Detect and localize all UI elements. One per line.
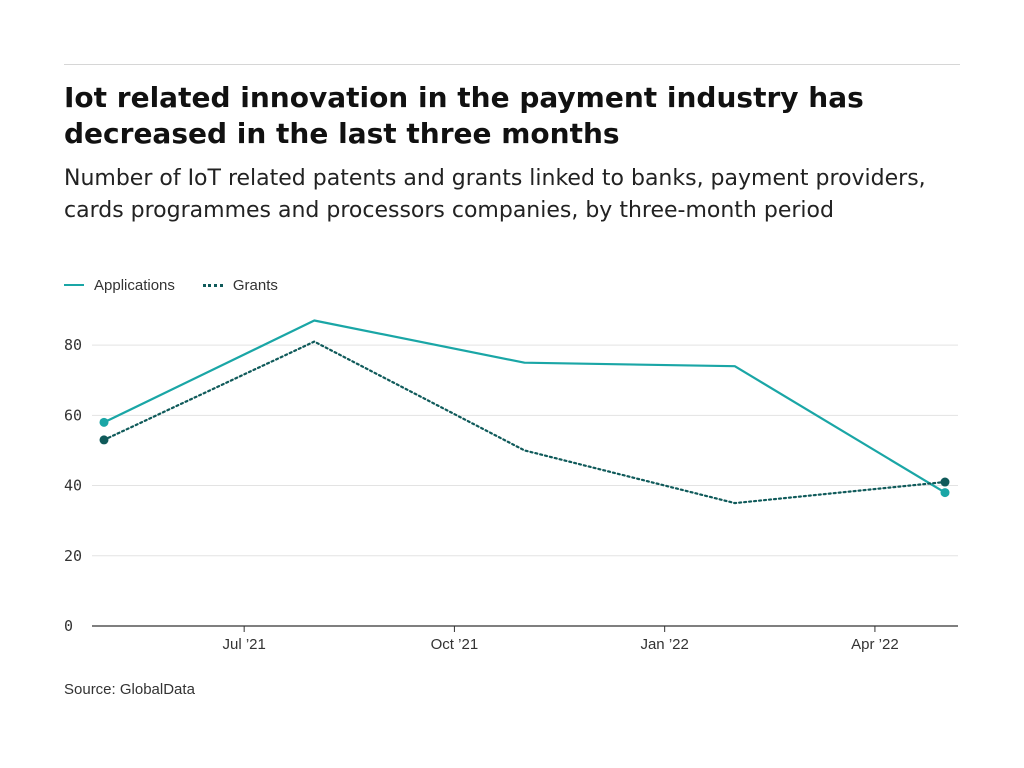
y-tick-label-0: 0 [64,617,73,635]
x-tick-label-3: Apr ’22 [851,636,899,653]
series-line-applications [103,319,946,494]
y-tick-label-80: 80 [64,336,82,354]
legend-item-applications: Applications [64,277,175,294]
legend-swatch-applications [64,284,84,286]
series-marker-applications-4 [940,488,950,498]
chart-subtitle: Number of IoT related patents and grants… [64,166,926,223]
legend-label-applications: Applications [94,276,175,294]
legend-label-grants: Grants [232,276,278,294]
series-marker-grants-0 [99,435,109,445]
x-tick-label-2: Jan ’22 [640,636,688,653]
legend-swatch-grants [202,283,223,287]
series-marker-applications-0 [99,417,109,427]
chart-legend: Applications Grants [64,275,306,295]
y-tick-label-20: 20 [64,547,82,565]
chart-title: Iot related innovation in the payment in… [64,81,864,150]
legend-item-grants: Grants [202,276,278,294]
y-tick-label-60: 60 [64,406,82,424]
x-tick-label-1: Oct ’21 [431,636,479,653]
top-divider [64,64,960,65]
y-tick-label-40: 40 [64,477,82,495]
series-line-grants [102,340,947,505]
x-tick-label-0: Jul ’21 [222,636,265,653]
source-note: Source: GlobalData [64,681,195,698]
series-marker-grants-4 [940,477,950,487]
